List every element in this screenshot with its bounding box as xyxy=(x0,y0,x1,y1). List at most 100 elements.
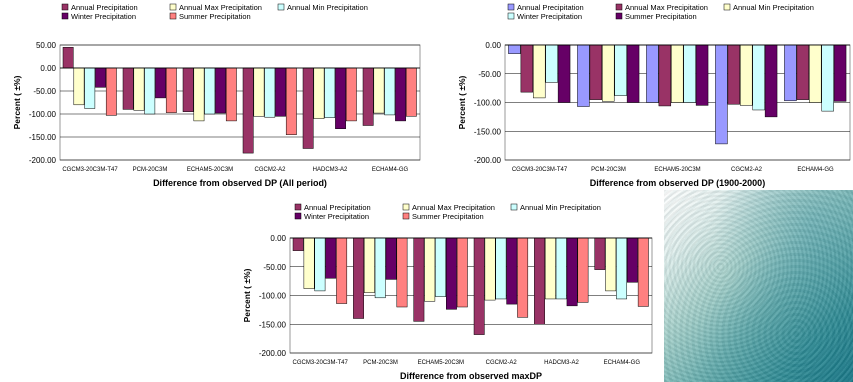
bar xyxy=(658,44,672,107)
x-tick-label: ECHAM5-20C3M xyxy=(418,360,464,366)
y-tick-label: -50.00 xyxy=(478,70,501,79)
y-tick-label: -150.00 xyxy=(474,127,502,136)
legend-label: Winter Precipitation xyxy=(517,12,582,21)
y-tick-label: 0.00 xyxy=(270,234,286,243)
bar xyxy=(671,44,684,103)
bar xyxy=(821,44,834,112)
bar xyxy=(264,67,276,118)
legend-label: Annual Min Precipitation xyxy=(287,3,368,12)
y-axis-title: Percent ( ±%) xyxy=(12,75,22,129)
bar xyxy=(155,67,166,99)
bar xyxy=(614,44,627,96)
bar xyxy=(435,237,447,297)
x-tick-label: ECHAM4-GG xyxy=(372,167,409,173)
legend-swatch xyxy=(294,203,302,211)
bar xyxy=(275,67,286,117)
legend-label: Summer Precipitation xyxy=(412,212,484,221)
bar xyxy=(517,237,529,318)
legend-swatch xyxy=(169,3,177,11)
bar xyxy=(796,44,810,100)
legend-label: Annual Max Precipitation xyxy=(412,203,495,212)
legend-swatch xyxy=(615,12,623,20)
bar xyxy=(165,67,177,113)
legend-swatch xyxy=(169,12,177,20)
bar xyxy=(363,237,375,293)
legend-label: Winter Precipitation xyxy=(71,12,136,21)
bar xyxy=(833,44,847,102)
bar xyxy=(225,67,237,122)
legend-label: Annual Precipitation xyxy=(71,3,138,12)
y-tick-label: -100.00 xyxy=(259,292,287,301)
bar xyxy=(373,67,385,114)
bar xyxy=(626,44,640,103)
legend-swatch xyxy=(507,3,515,11)
bar xyxy=(95,67,106,88)
bar xyxy=(456,237,468,308)
x-tick-label: ECHAM5-20C3M xyxy=(654,167,700,173)
chart-1900-2000-svg: Annual Precipitation Annual Max Precipita… xyxy=(457,3,851,188)
bar xyxy=(589,44,603,100)
bar xyxy=(385,237,397,280)
bar xyxy=(73,67,85,106)
y-tick-label: -50.00 xyxy=(263,263,286,272)
bar xyxy=(335,67,346,129)
bar xyxy=(764,44,778,118)
y-tick-label: -150.00 xyxy=(29,133,57,142)
y-axis-title: Percent ( ±%) xyxy=(457,75,467,129)
bar xyxy=(362,67,374,126)
legend-swatch xyxy=(402,212,410,220)
bar xyxy=(602,44,615,102)
bar xyxy=(715,44,728,145)
legend-swatch xyxy=(277,3,285,11)
bar xyxy=(809,44,822,103)
bar xyxy=(555,237,567,300)
x-tick-label: ECHAM4-GG xyxy=(797,167,834,173)
y-tick-label: 0.00 xyxy=(40,64,56,73)
x-tick-label: ECHAM4-GG xyxy=(604,360,641,366)
x-tick-label: CGCM2-A2 xyxy=(731,167,763,173)
x-tick-label: PCM-20C3M xyxy=(363,360,398,366)
x-tick-label: CGCM2-A2 xyxy=(254,167,286,173)
bar xyxy=(193,67,205,122)
legend-label: Annual Precipitation xyxy=(517,3,584,12)
chart-max-dp: Annual Precipitation Annual Max Precipita… xyxy=(240,200,660,382)
bar xyxy=(424,237,436,302)
bar xyxy=(545,44,558,83)
bar xyxy=(302,67,314,149)
chart-max-dp-svg: Annual Precipitation Annual Max Precipita… xyxy=(242,203,653,381)
legend-swatch xyxy=(507,12,515,20)
bar xyxy=(396,237,408,308)
x-tick-label: ECHAM5-20C3M xyxy=(187,167,233,173)
legend-swatch xyxy=(723,3,731,11)
bar xyxy=(133,67,145,111)
bar xyxy=(314,237,326,292)
y-tick-label: -200.00 xyxy=(474,156,502,165)
legend-label: Summer Precipitation xyxy=(179,12,251,21)
bar xyxy=(594,237,606,270)
bar xyxy=(336,237,348,304)
bar xyxy=(727,44,741,105)
bar xyxy=(520,44,534,93)
y-tick-label: -200.00 xyxy=(29,156,57,165)
legend-label: Annual Precipitation xyxy=(304,203,371,212)
x-tick-label: PCM-20C3M xyxy=(591,167,626,173)
bar xyxy=(683,44,696,103)
bar xyxy=(533,44,546,99)
bar xyxy=(313,67,325,119)
x-tick-label: HADCM3-A2 xyxy=(544,360,579,366)
legend-label: Annual Max Precipitation xyxy=(625,3,708,12)
bar xyxy=(616,237,628,300)
bar xyxy=(303,237,315,289)
bar xyxy=(473,237,485,335)
y-tick-label: -50.00 xyxy=(33,87,56,96)
x-tick-label: CGCM3-20C3M-T47 xyxy=(512,167,568,173)
bar xyxy=(557,44,571,103)
bar xyxy=(695,44,709,106)
bar xyxy=(353,237,364,319)
x-tick-label: CGCM3-20C3M-T47 xyxy=(62,167,118,173)
x-tick-label: CGCM2-A2 xyxy=(486,360,518,366)
bar xyxy=(292,237,304,251)
y-tick-label: -100.00 xyxy=(29,110,57,119)
bar xyxy=(384,67,396,116)
x-axis-title: Difference from observed DP (1900-2000) xyxy=(590,178,765,188)
